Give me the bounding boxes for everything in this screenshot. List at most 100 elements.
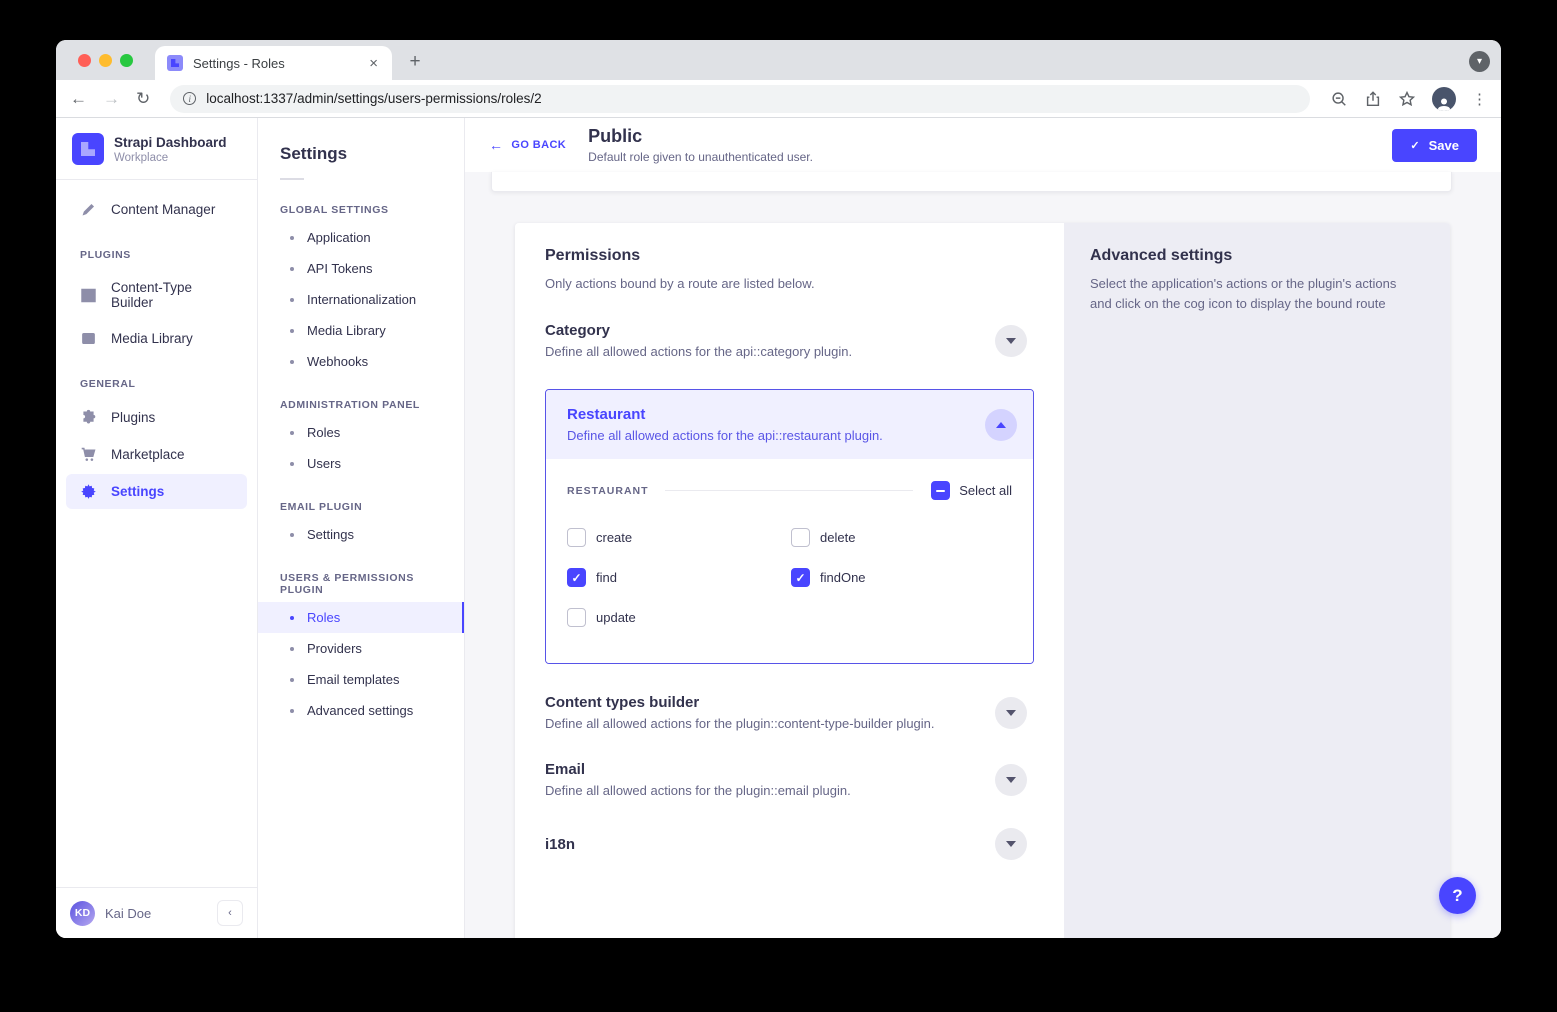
advanced-settings-panel: Advanced settings Select the application… — [1064, 223, 1450, 938]
bullet-icon — [290, 708, 294, 713]
expand-category-button[interactable] — [995, 324, 1027, 357]
collapse-sidebar-button[interactable]: ‹ — [217, 900, 243, 926]
sidebar-item-label: Plugins — [111, 410, 156, 425]
accordion-email[interactable]: Email Define all allowed actions for the… — [545, 761, 1034, 798]
forward-icon[interactable]: → — [103, 89, 120, 108]
sidebar-item-media-library[interactable]: Media Library — [66, 321, 247, 356]
permission-find[interactable]: find — [567, 568, 791, 588]
sidebar-item-content-type-builder[interactable]: Content-Type Builder — [66, 271, 247, 319]
subnav-item-providers[interactable]: Providers — [258, 633, 464, 664]
expand-content-types-builder-button[interactable] — [995, 696, 1027, 729]
puzzle-icon — [83, 409, 96, 424]
bullet-icon — [290, 328, 294, 333]
help-button[interactable]: ? — [1439, 877, 1476, 914]
bullet-icon — [290, 615, 294, 620]
bookmark-star-icon[interactable] — [1398, 90, 1416, 108]
window-controls — [78, 54, 133, 67]
checkbox-unchecked[interactable] — [791, 528, 810, 548]
sidebar-item-settings[interactable]: Settings — [66, 474, 247, 509]
save-button[interactable]: ✓ Save — [1392, 128, 1477, 162]
subnav-item-admin-users[interactable]: Users — [258, 448, 464, 479]
close-window-button[interactable] — [78, 54, 91, 67]
checkbox-checked[interactable] — [567, 568, 586, 588]
permission-delete[interactable]: delete — [791, 528, 1015, 548]
subnav-item-advanced-settings[interactable]: Advanced settings — [258, 695, 464, 726]
sidebar-section-plugins: PLUGINS — [80, 249, 131, 261]
subnav-item-label: Roles — [307, 425, 341, 440]
collapse-restaurant-button[interactable] — [985, 408, 1017, 441]
permission-update[interactable]: update — [567, 608, 791, 628]
browser-tab[interactable]: Settings - Roles × — [155, 46, 392, 80]
bullet-icon — [290, 461, 294, 466]
checkbox-checked[interactable] — [791, 568, 810, 588]
workspace-title: Strapi Dashboard — [114, 134, 227, 150]
advanced-settings-desc: Select the application's actions or the … — [1090, 276, 1397, 312]
workspace-brand[interactable]: Strapi Dashboard Workplace — [56, 118, 257, 179]
close-tab-icon[interactable]: × — [369, 54, 378, 72]
page-title: Public — [588, 126, 643, 146]
sidebar-item-label: Content Manager — [111, 202, 216, 217]
bullet-icon — [290, 532, 294, 537]
url-bar[interactable]: i localhost:1337/admin/settings/users-pe… — [170, 84, 1310, 113]
sidebar-item-content-manager[interactable]: Content Manager — [66, 192, 247, 227]
checkbox-label: delete — [820, 530, 856, 546]
subnav-item-admin-roles[interactable]: Roles — [258, 417, 464, 448]
checkbox-label: findOne — [820, 570, 866, 586]
page-header: ← GO BACK Public Default role given to u… — [465, 118, 1501, 172]
minimize-window-button[interactable] — [99, 54, 112, 67]
browser-profile-avatar[interactable] — [1432, 86, 1456, 111]
reload-icon[interactable]: ↻ — [136, 89, 151, 108]
accordion-restaurant-header[interactable]: Restaurant Define all allowed actions fo… — [546, 390, 1033, 460]
save-button-label: Save — [1428, 137, 1459, 153]
restaurant-permissions-body: RESTAURANT Select all — [546, 459, 1033, 664]
strapi-app: Strapi Dashboard Workplace Content Manag… — [56, 118, 1501, 938]
sidebar-section-general: GENERAL — [80, 378, 136, 390]
subnav-item-email-templates[interactable]: Email templates — [258, 664, 464, 695]
accordion-desc: Define all allowed actions for the api::… — [545, 344, 853, 360]
zoom-out-icon[interactable] — [1330, 90, 1348, 108]
share-icon[interactable] — [1364, 90, 1382, 108]
browser-menu-icon[interactable]: ⋮ — [1472, 90, 1487, 108]
user-name: Kai Doe — [105, 905, 152, 921]
zoom-window-button[interactable] — [120, 54, 133, 67]
subnav-item-media-library[interactable]: Media Library — [258, 315, 464, 346]
permission-create[interactable]: create — [567, 528, 791, 548]
new-tab-button[interactable]: + — [409, 51, 421, 72]
subnav-item-email-settings[interactable]: Settings — [258, 519, 464, 550]
go-back-label: GO BACK — [511, 139, 567, 151]
go-back-link[interactable]: ← GO BACK — [489, 137, 566, 153]
checkbox-unchecked[interactable] — [567, 528, 586, 548]
accordion-desc: Define all allowed actions for the api::… — [567, 428, 883, 444]
site-info-icon[interactable]: i — [183, 92, 197, 105]
bullet-icon — [290, 359, 294, 364]
subnav-item-webhooks[interactable]: Webhooks — [258, 346, 464, 377]
sidebar-item-marketplace[interactable]: Marketplace — [66, 437, 247, 472]
select-all-checkbox[interactable] — [931, 481, 951, 501]
expand-i18n-button[interactable] — [995, 828, 1027, 861]
permission-findone[interactable]: findOne — [791, 568, 1015, 588]
advanced-settings-title: Advanced settings — [1090, 247, 1233, 264]
accordion-i18n[interactable]: i18n — [545, 828, 1034, 861]
subnav-item-label: Application — [307, 230, 371, 245]
accordion-content-types-builder[interactable]: Content types builder Define all allowed… — [545, 694, 1034, 731]
image-icon — [82, 332, 95, 345]
sidebar-item-plugins[interactable]: Plugins — [66, 400, 247, 435]
checkbox-unchecked[interactable] — [567, 608, 586, 628]
user-avatar[interactable]: KD — [70, 900, 95, 926]
subnav-item-internationalization[interactable]: Internationalization — [258, 284, 464, 315]
tab-search-button[interactable]: ▾ — [1469, 51, 1490, 72]
subnav-item-up-roles[interactable]: Roles — [258, 602, 464, 633]
back-icon[interactable]: ← — [70, 89, 87, 108]
chevron-up-icon — [996, 421, 1006, 428]
subnav-item-label: Media Library — [307, 323, 386, 338]
subnav-item-label: Users — [307, 456, 341, 471]
subnav-item-application[interactable]: Application — [258, 222, 464, 253]
expand-email-button[interactable] — [995, 763, 1027, 796]
subnav-item-api-tokens[interactable]: API Tokens — [258, 253, 464, 284]
accordion-category[interactable]: Category Define all allowed actions for … — [545, 322, 1034, 359]
subnav-section-global-settings: GLOBAL SETTINGS — [280, 204, 389, 216]
role-details-card-edge — [491, 172, 1452, 192]
strapi-favicon-icon — [167, 55, 183, 71]
subnav-item-label: Internationalization — [307, 292, 417, 307]
divider — [56, 179, 257, 180]
